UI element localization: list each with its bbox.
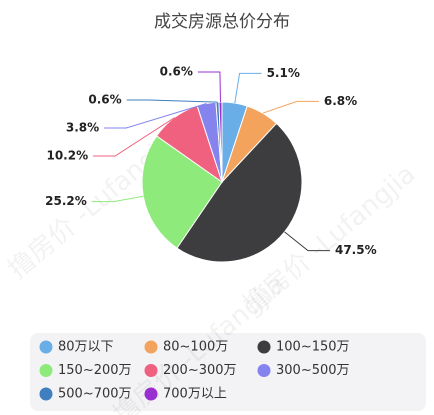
legend-swatch bbox=[39, 387, 53, 401]
legend-swatch bbox=[144, 364, 158, 377]
leader-line bbox=[126, 99, 218, 103]
legend-label: 500~700万 bbox=[58, 387, 132, 402]
leader-line bbox=[93, 117, 175, 157]
pie-slice bbox=[176, 122, 303, 263]
legend-swatch bbox=[144, 340, 158, 354]
leader-line bbox=[197, 71, 221, 103]
legend-label: 80~100万 bbox=[163, 340, 228, 355]
leader-line bbox=[234, 72, 262, 104]
legend-swatch bbox=[39, 340, 53, 354]
legend-label: 100~150万 bbox=[276, 340, 350, 355]
leader-line bbox=[284, 231, 330, 252]
data-label: 0.6% bbox=[160, 65, 193, 79]
data-label: 3.8% bbox=[66, 121, 99, 135]
data-label: 10.2% bbox=[46, 149, 88, 163]
data-label: 0.6% bbox=[88, 93, 121, 107]
data-label: 5.1% bbox=[267, 66, 300, 80]
data-label: 47.5% bbox=[335, 243, 377, 257]
data-label: 25.2% bbox=[45, 194, 87, 208]
legend-swatch bbox=[39, 364, 53, 377]
legend-label: 150~200万 bbox=[58, 363, 132, 378]
legend-swatch bbox=[257, 340, 271, 354]
legend-label: 300~500万 bbox=[276, 363, 350, 378]
leader-line bbox=[91, 195, 144, 203]
legend-swatch bbox=[257, 364, 271, 377]
leader-line bbox=[104, 103, 207, 129]
legend-swatch bbox=[144, 387, 158, 401]
legend-label: 200~300万 bbox=[163, 363, 237, 378]
legend-label: 700万以上 bbox=[163, 387, 227, 402]
data-label: 6.8% bbox=[324, 94, 357, 108]
leader-line bbox=[262, 100, 319, 114]
chart-title: 成交房源总价分布 bbox=[154, 12, 290, 32]
legend-label: 80万以下 bbox=[58, 340, 114, 355]
legend-box bbox=[30, 333, 426, 411]
